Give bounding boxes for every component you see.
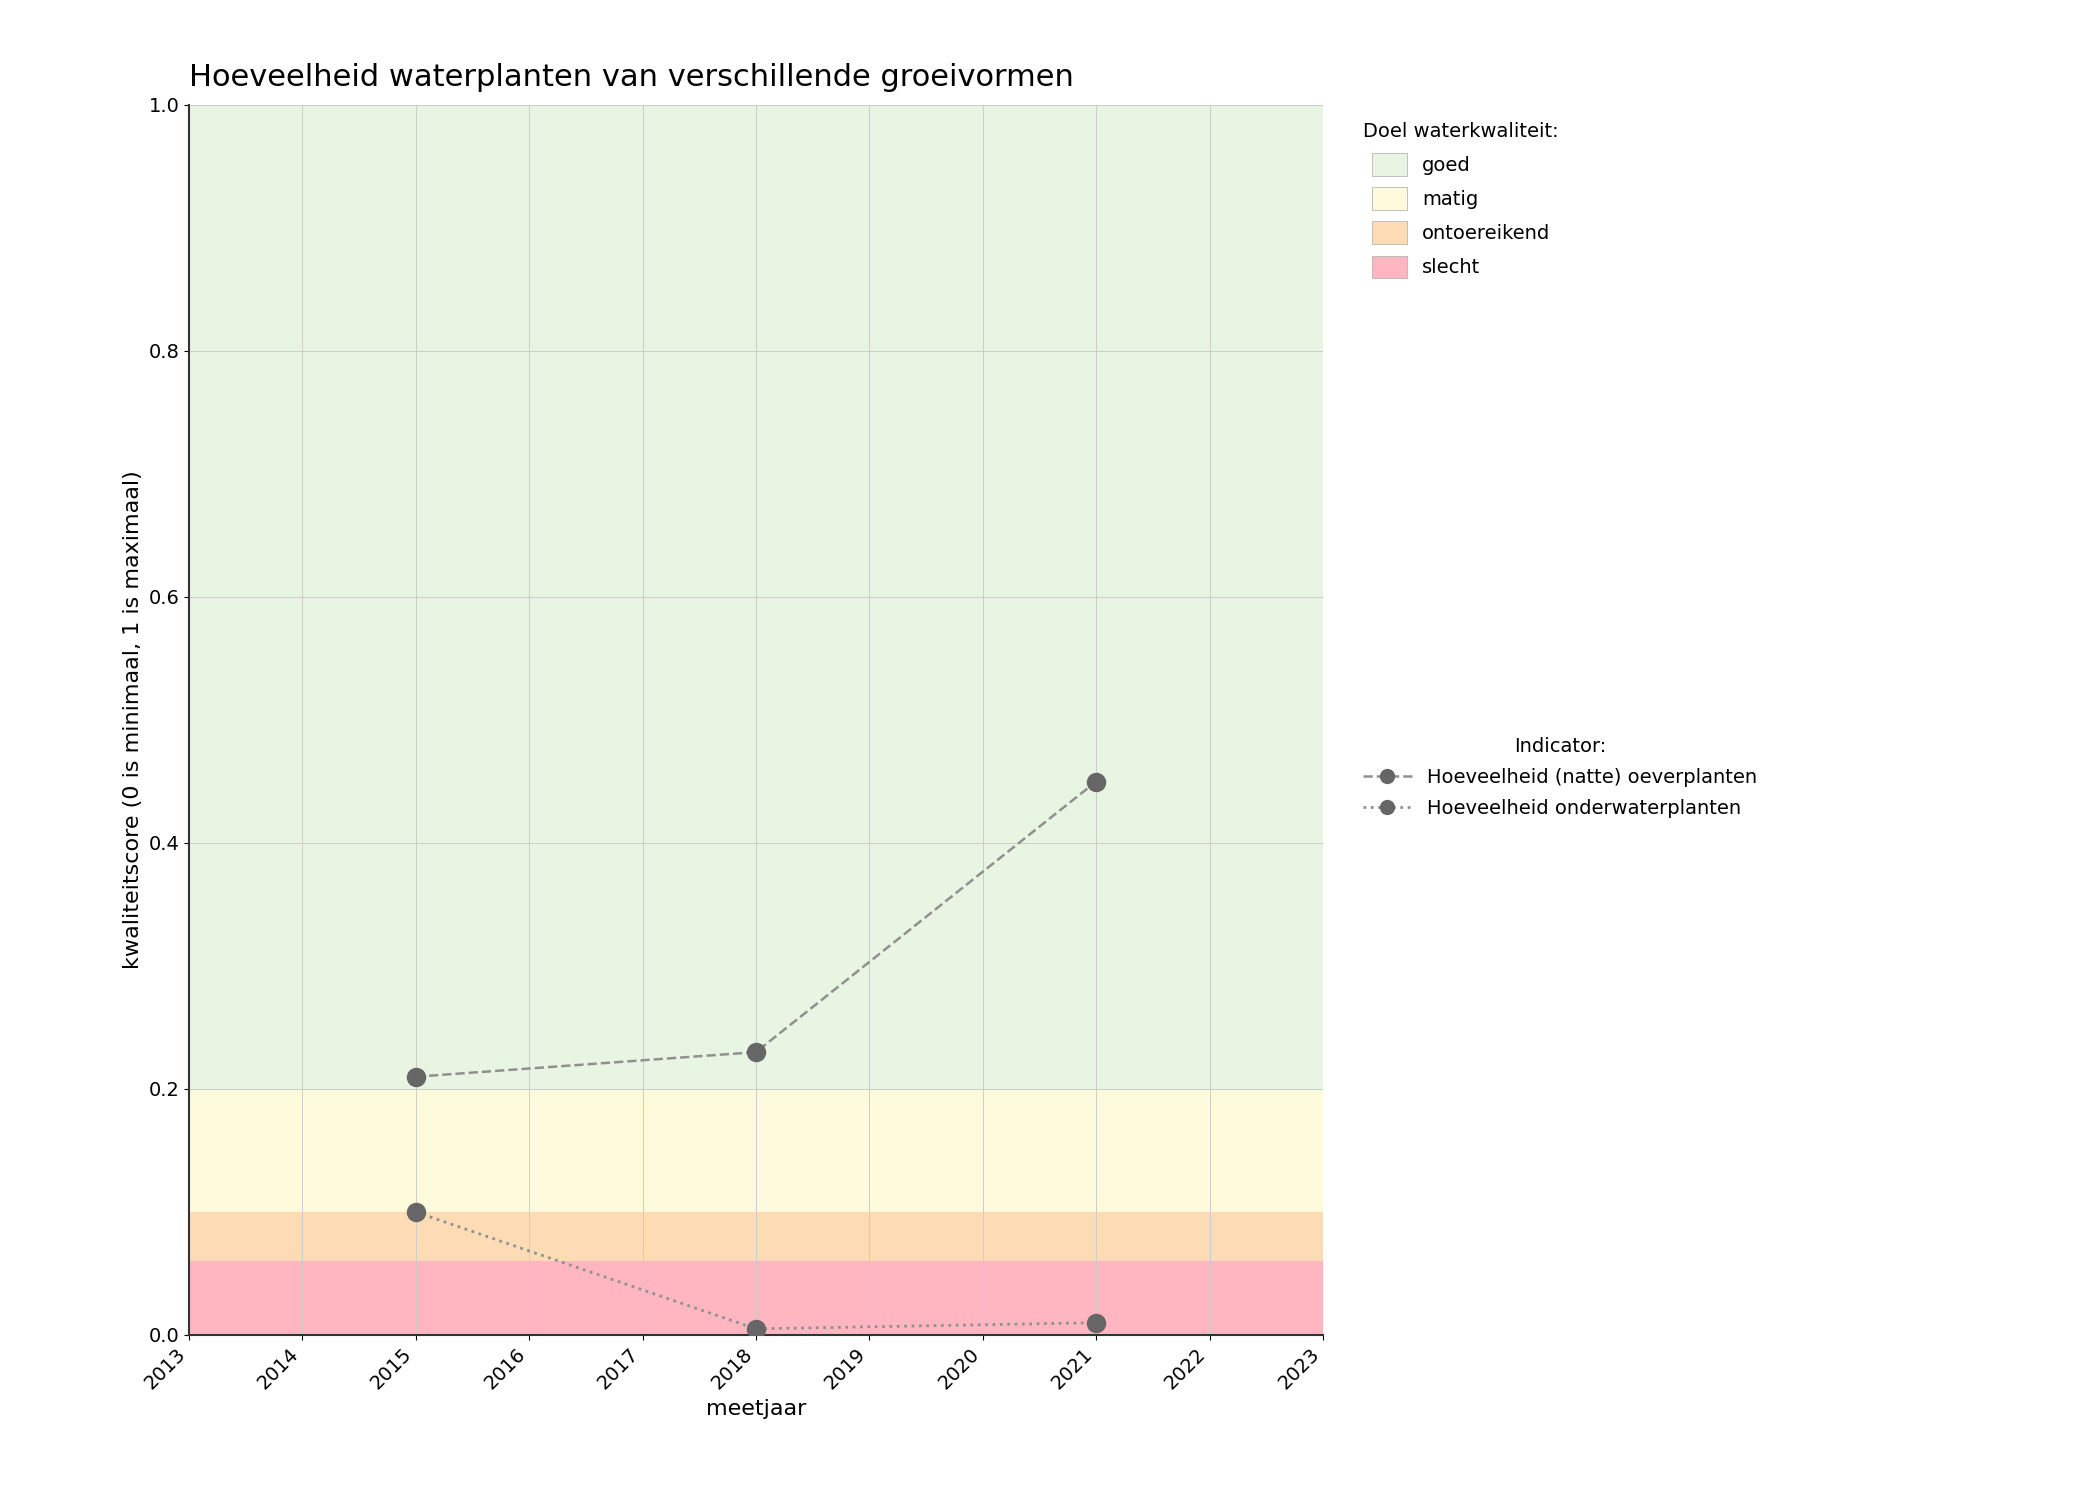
Bar (189, 105, 1323, 1089)
Legend: Hoeveelheid (natte) oeverplanten, Hoeveelheid onderwaterplanten: Hoeveelheid (natte) oeverplanten, Hoevee… (1354, 729, 1766, 825)
Text: Hoeveelheid waterplanten van verschillende groeivormen: Hoeveelheid waterplanten van verschillen… (189, 63, 1073, 92)
Y-axis label: kwaliteitscore (0 is minimaal, 1 is maximaal): kwaliteitscore (0 is minimaal, 1 is maxi… (122, 471, 143, 969)
Bar (189, 1089, 1323, 1212)
Bar (189, 1262, 1323, 1335)
X-axis label: meetjaar: meetjaar (706, 1398, 806, 1419)
Bar (189, 1212, 1323, 1261)
